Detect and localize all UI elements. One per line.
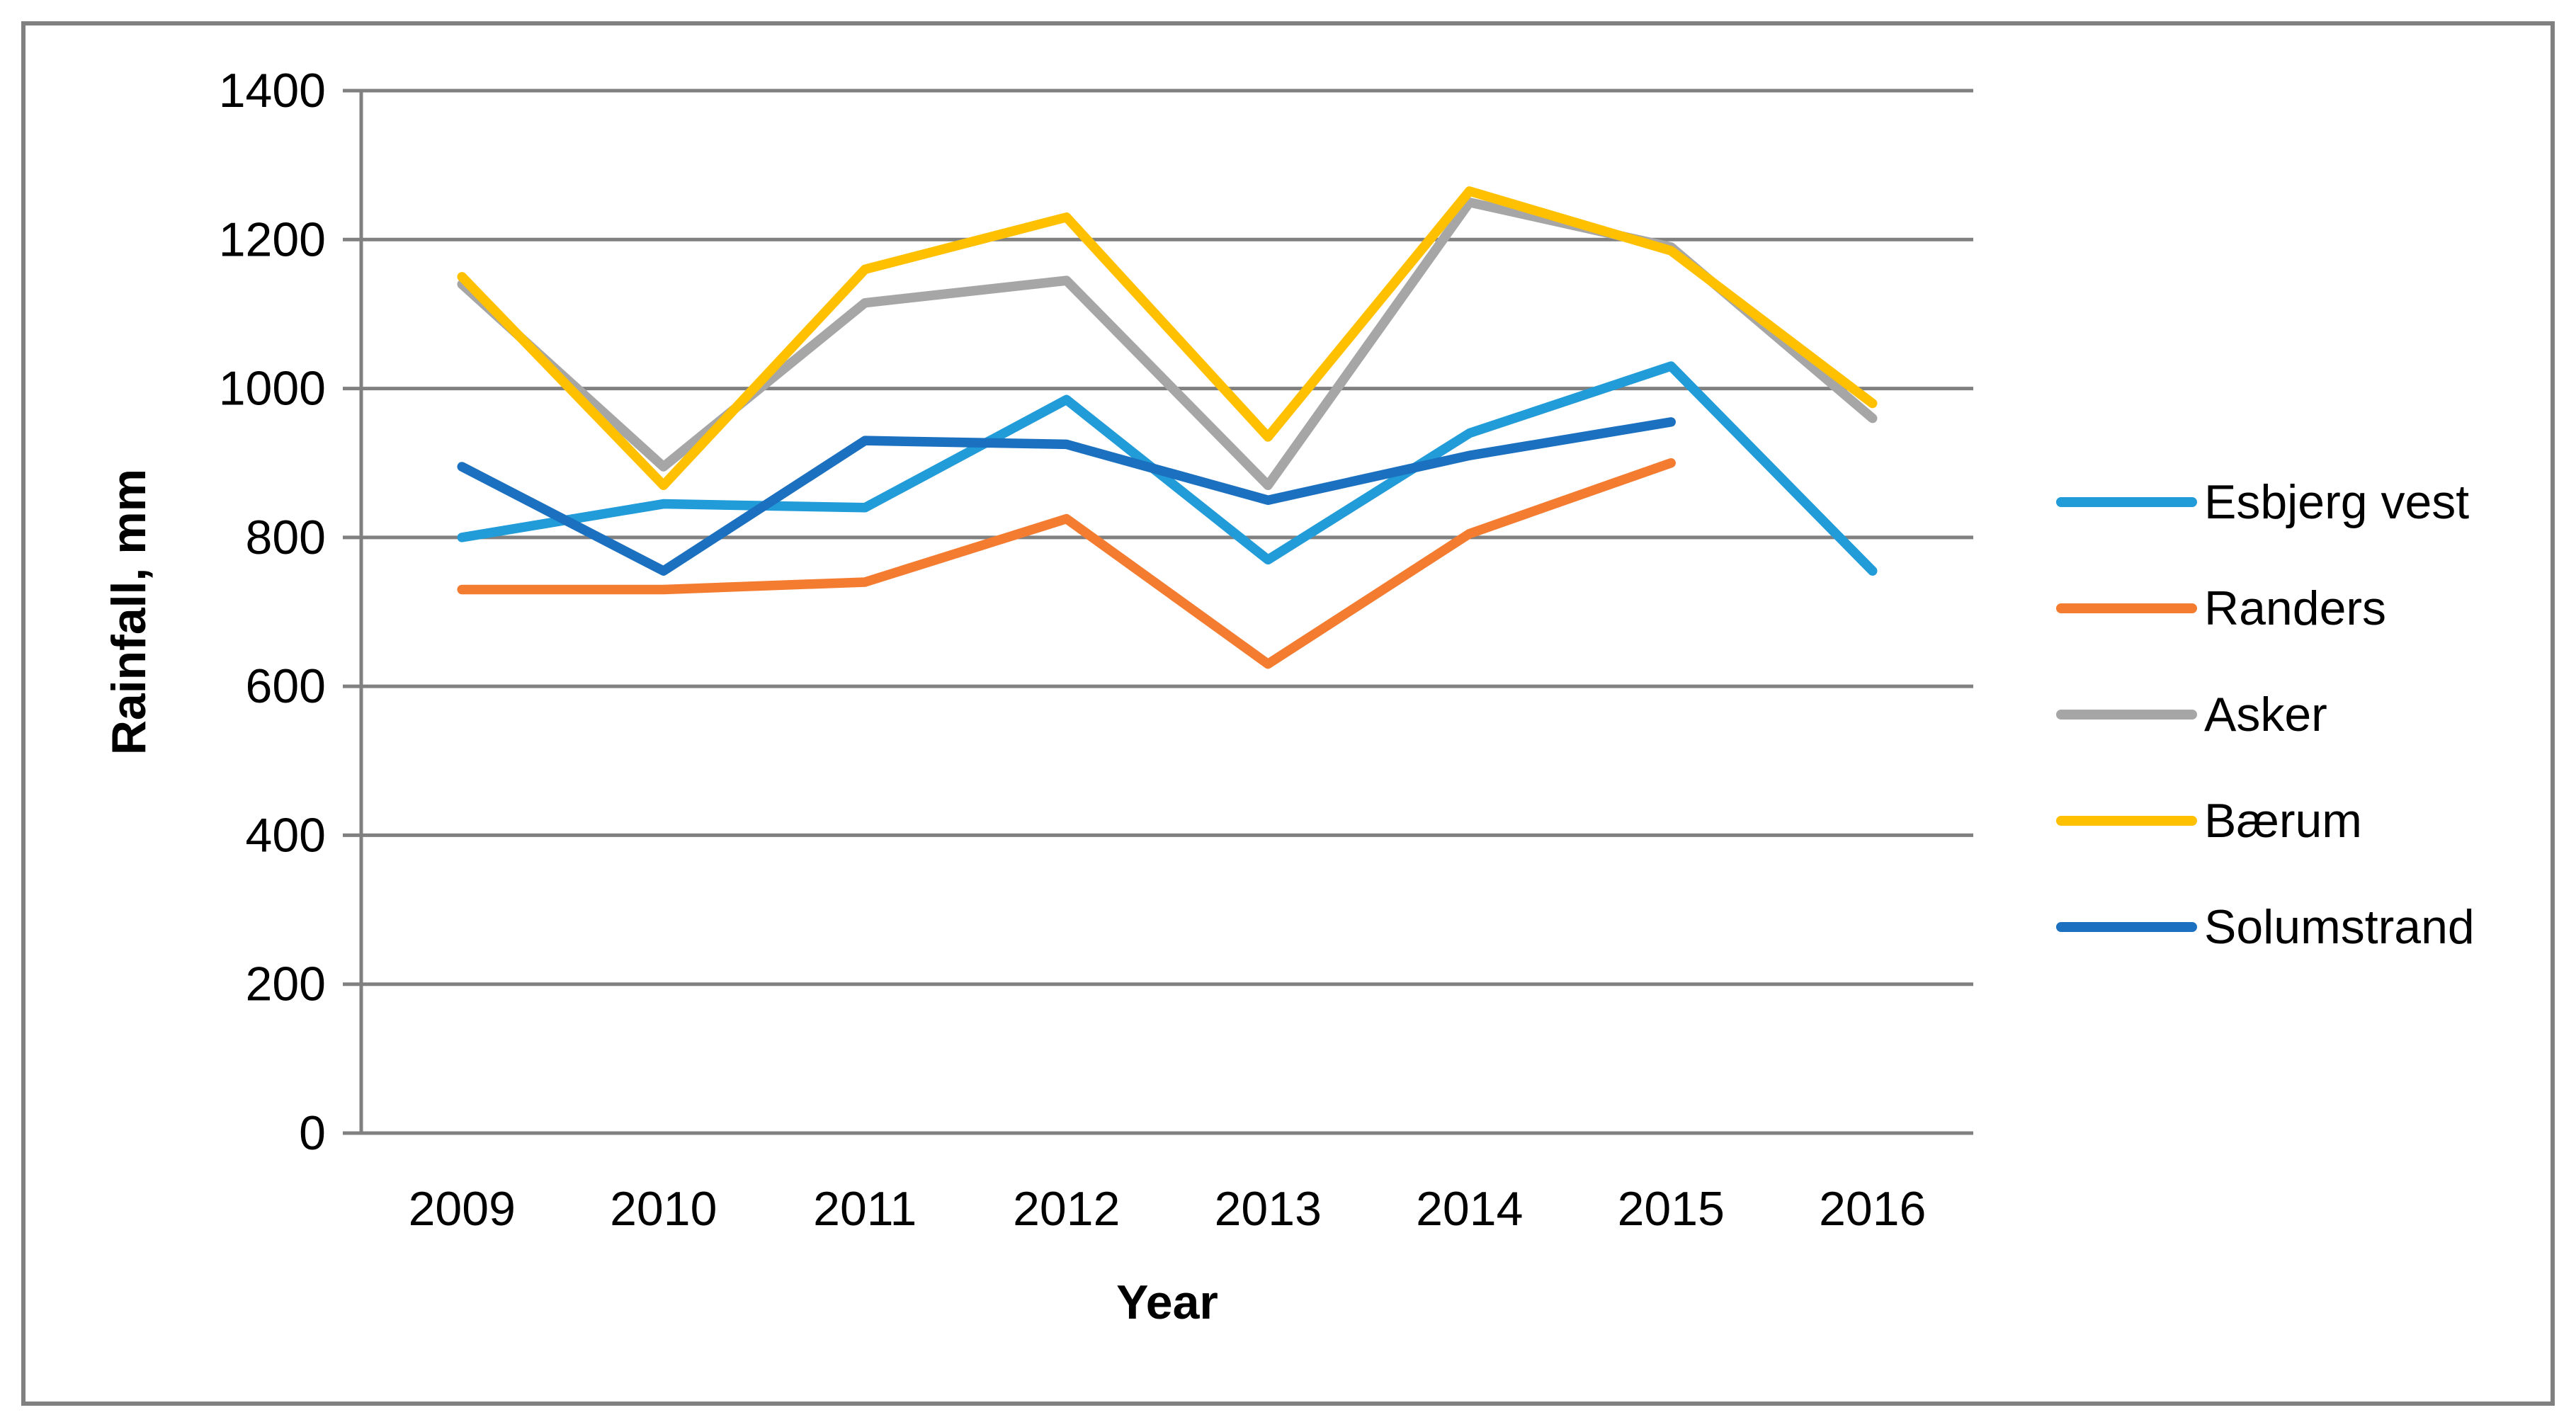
y-tick-label: 200 [246, 957, 326, 1011]
legend-label: Randers [2204, 581, 2386, 635]
series-line-solumstrand [457, 417, 1676, 576]
series-line-esbjerg-vest [457, 361, 1878, 576]
y-tick-label: 600 [246, 659, 326, 713]
legend-label: Solumstrand [2204, 900, 2475, 954]
legend-label: Asker [2204, 688, 2327, 741]
x-axis-title: Year [1116, 1275, 1218, 1329]
y-tick-label: 1000 [219, 362, 326, 416]
x-tick-label: 2009 [409, 1182, 516, 1236]
y-tick-label: 800 [246, 511, 326, 564]
x-tick-label: 2011 [813, 1182, 917, 1236]
x-tick-label: 2013 [1215, 1182, 1322, 1236]
legend-label: Bærum [2204, 794, 2362, 848]
x-tick-label: 2015 [1618, 1182, 1725, 1236]
x-tick-label: 2016 [1819, 1182, 1926, 1236]
y-tick-label: 1400 [219, 64, 326, 118]
x-tick-label: 2012 [1013, 1182, 1120, 1236]
series-line-randers [457, 457, 1676, 669]
series-line-b-rum [457, 186, 1878, 491]
y-axis-title: Rainfall, mm [102, 469, 156, 755]
x-tick-label: 2014 [1416, 1182, 1523, 1236]
y-tick-label: 400 [246, 808, 326, 862]
y-tick-label: 0 [299, 1106, 326, 1160]
y-tick-label: 1200 [219, 212, 326, 266]
legend-label: Esbjerg vest [2204, 475, 2469, 529]
x-tick-label: 2010 [610, 1182, 717, 1236]
